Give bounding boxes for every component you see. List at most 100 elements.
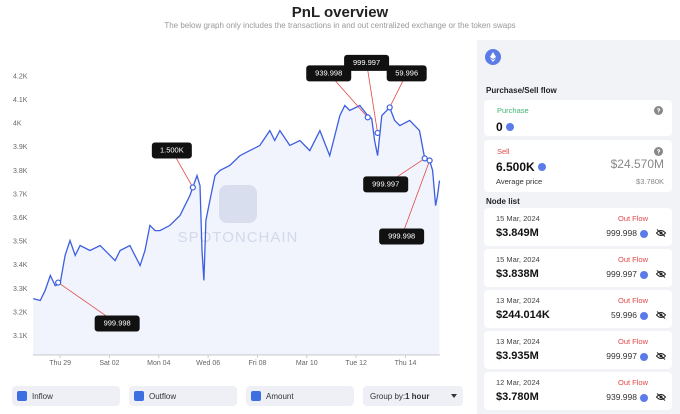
annotation-label: 999.997 xyxy=(372,179,399,188)
node-flow: Out Flow xyxy=(617,378,648,387)
annotation-label: 1.500K xyxy=(160,145,184,154)
sell-label: Sell xyxy=(497,147,510,156)
annotation-box xyxy=(379,228,425,245)
inflow-toggle[interactable]: Inflow xyxy=(12,386,120,406)
help-icon[interactable] xyxy=(654,147,663,156)
checkbox[interactable] xyxy=(17,391,27,401)
eth-icon xyxy=(640,311,648,320)
node-flow: Out Flow xyxy=(617,255,648,264)
annotation-connector xyxy=(366,62,378,133)
hide-icon[interactable] xyxy=(656,311,666,319)
node-amount: 999.997 xyxy=(606,269,637,279)
node-usd: $3.780M xyxy=(496,391,539,403)
node-amount-row: 999.997 xyxy=(606,351,648,361)
checkbox-label: Amount xyxy=(266,392,294,401)
node-amount-row: 999.998 xyxy=(606,228,648,238)
hide-icon[interactable] xyxy=(656,229,666,237)
hide-icon[interactable] xyxy=(656,393,666,401)
node-date: 13 Mar, 2024 xyxy=(496,296,540,305)
node-amount-row: 999.997 xyxy=(606,269,648,279)
group-by-value: 1 hour xyxy=(405,392,430,401)
node-date: 15 Mar, 2024 xyxy=(496,255,540,264)
avg-label: Average price xyxy=(496,177,543,186)
transaction-marker xyxy=(386,104,393,111)
x-tick-label: Thu 14 xyxy=(395,360,417,367)
transaction-marker xyxy=(364,114,371,121)
token-logo xyxy=(485,49,501,65)
purchase-row: 0 xyxy=(496,118,514,136)
avg-value: $3.780K xyxy=(636,177,664,186)
checkbox-label: Outflow xyxy=(149,392,177,401)
annotation-label: 999.998 xyxy=(104,319,131,328)
area-fill xyxy=(33,105,440,355)
node-amount: 999.997 xyxy=(606,351,637,361)
section-title: Purchase/Sell flow xyxy=(486,86,557,95)
y-tick-label: 3.5K xyxy=(13,239,28,246)
purchase-label: Purchase xyxy=(497,106,529,115)
hide-icon[interactable] xyxy=(656,270,666,278)
node-amount-row: 939.998 xyxy=(606,392,648,402)
transaction-marker xyxy=(421,155,428,162)
node-usd: $3.935M xyxy=(496,350,539,362)
annotation-box xyxy=(306,65,352,82)
chart: SPOTONCHAIN 4.2K 4.1K 4K 3.9K 3.8K 3.7K 3.6K 3.5… xyxy=(13,54,441,367)
hide-icon[interactable] xyxy=(656,352,666,360)
node-amount-row: 59.996 xyxy=(611,310,648,320)
transaction-marker xyxy=(374,129,381,137)
checkbox[interactable] xyxy=(251,391,261,401)
node-flow: Out Flow xyxy=(617,296,648,305)
eth-icon xyxy=(640,352,648,361)
node-usd: $3.849M xyxy=(496,227,539,239)
node-amount: 939.998 xyxy=(606,392,637,402)
transaction-marker xyxy=(55,279,62,286)
watermark-logo xyxy=(219,185,257,223)
amount-toggle[interactable]: Amount xyxy=(246,386,354,406)
node-amount: 59.996 xyxy=(611,310,637,320)
node-card: 15 Mar, 2024 Out Flow $3.849M 999.998 xyxy=(484,208,672,246)
node-flow: Out Flow xyxy=(617,337,648,346)
annotation-box xyxy=(151,142,192,159)
node-flow: Out Flow xyxy=(617,214,648,223)
y-tick-label: 4.1K xyxy=(13,97,28,104)
node-card: 13 Mar, 2024 Out Flow $3.935M 999.997 xyxy=(484,331,672,369)
node-date: 13 Mar, 2024 xyxy=(496,337,540,346)
help-icon[interactable] xyxy=(654,106,663,115)
eth-icon xyxy=(640,393,648,402)
subtitle: The below graph only includes the transa… xyxy=(164,21,516,30)
y-tick-label: 3.4K xyxy=(13,262,28,269)
eth-icon xyxy=(640,270,648,279)
outflow-toggle[interactable]: Outflow xyxy=(129,386,237,406)
node-amount: 999.998 xyxy=(606,228,637,238)
y-tick-label: 4K xyxy=(13,121,22,128)
annotation-label: 999.997 xyxy=(353,58,380,67)
y-tick-label: 4.2K xyxy=(13,73,28,80)
y-tick-label: 3.1K xyxy=(13,333,28,340)
annotation-connector xyxy=(401,160,431,237)
x-tick-label: Tue 12 xyxy=(345,360,367,367)
watermark: SPOTONCHAIN xyxy=(178,229,299,246)
y-tick-label: 3.6K xyxy=(13,215,28,222)
annotation-box xyxy=(344,54,390,71)
sell-row: 6.500K xyxy=(496,158,546,176)
x-tick-label: Wed 06 xyxy=(196,360,220,367)
y-tick-label: 3.2K xyxy=(13,309,28,316)
node-date: 15 Mar, 2024 xyxy=(496,214,540,223)
eth-icon xyxy=(505,122,514,131)
checkbox-label: Inflow xyxy=(32,392,53,401)
annotation-box xyxy=(363,176,409,193)
node-list-title: Node list xyxy=(486,197,520,206)
purchase-card: Purchase 0 xyxy=(484,100,672,136)
group-by-dropdown[interactable]: Group by: 1 hour xyxy=(363,386,463,406)
dropdown-arrow xyxy=(451,394,457,398)
node-date: 12 Mar, 2024 xyxy=(496,378,540,387)
eth-icon xyxy=(640,229,648,238)
title: PnL overview xyxy=(291,4,389,21)
annotation-label: 999.998 xyxy=(388,232,415,241)
y-tick-label: 3.3K xyxy=(13,286,28,293)
y-tick-label: 3.7K xyxy=(13,191,28,198)
x-tick-label: Fri 08 xyxy=(249,360,267,367)
sidebar: Purchase/Sell flow Purchase 0 Sell 6.500… xyxy=(477,40,680,414)
sell-usd: $24.570M xyxy=(610,157,664,171)
checkbox[interactable] xyxy=(134,391,144,401)
